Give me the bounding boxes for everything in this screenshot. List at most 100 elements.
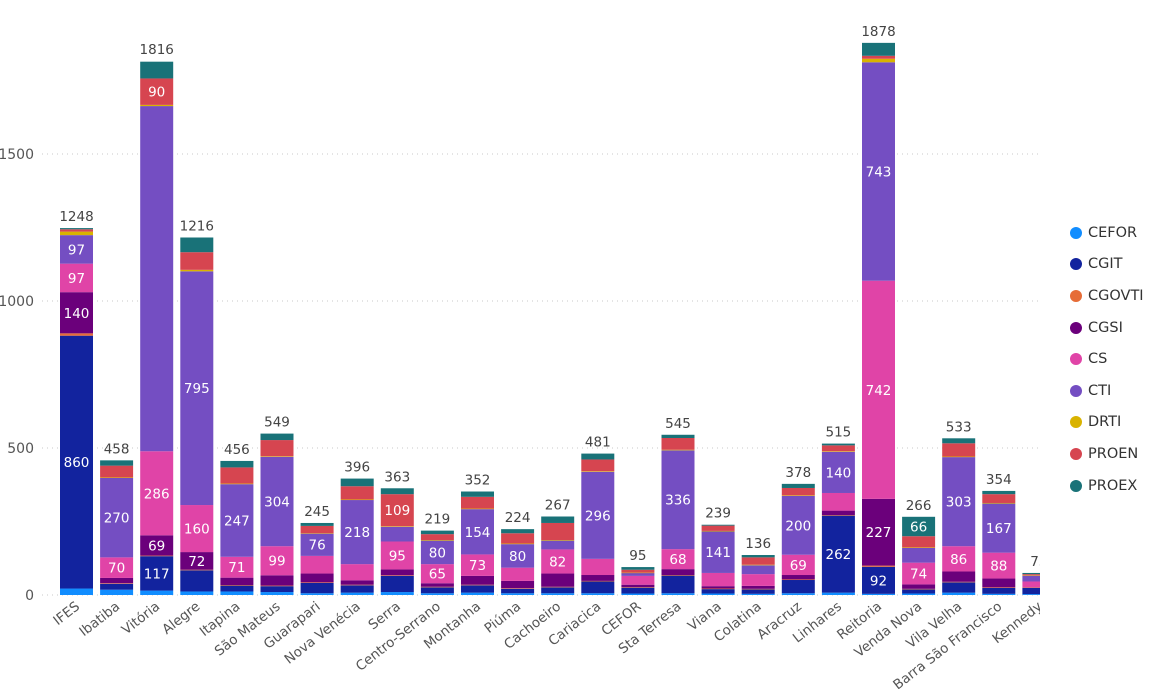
bar-segment-cefor[interactable] [300,593,334,595]
bar-segment-proen[interactable] [420,534,454,541]
bar-segment-cgit[interactable] [220,585,254,592]
bar-segment-cgovti[interactable] [902,588,936,590]
bar-segment-cti[interactable] [140,106,174,452]
bar-segment-cti[interactable] [741,565,775,575]
bar-segment-drti[interactable] [220,483,254,485]
bar-segment-proex[interactable] [701,524,735,526]
bar-segment-proen[interactable] [220,467,254,484]
bar-segment-cti[interactable] [821,451,855,493]
bar-segment-proex[interactable] [781,483,815,488]
bar-segment-drti[interactable] [541,540,575,541]
bar-segment-cti[interactable] [180,271,214,506]
bar-segment-cgovti[interactable] [1022,587,1040,588]
bar-segment-cs[interactable] [541,549,575,574]
bar-segment-cefor[interactable] [942,592,976,595]
bar-segment-cs[interactable] [741,574,775,586]
bar-segment-cgit[interactable] [380,575,414,593]
bar-segment-proex[interactable] [340,478,374,487]
bar-segment-cgsi[interactable] [821,510,855,516]
bar-segment-proex[interactable] [300,522,334,526]
bar-segment-cti[interactable] [701,531,735,573]
bar-segment-drti[interactable] [60,231,93,236]
bar-segment-proex[interactable] [60,228,93,230]
bar-segment-cgsi[interactable] [340,580,374,585]
bar-segment-cefor[interactable] [1022,594,1040,595]
bar-segment-drti[interactable] [140,104,174,107]
bar-segment-proex[interactable] [741,555,775,558]
bar-segment-cefor[interactable] [420,593,454,595]
bar-segment-cti[interactable] [420,540,454,565]
bar-segment-drti[interactable] [902,547,936,548]
bar-segment-cgsi[interactable] [60,292,93,334]
bar-segment-drti[interactable] [701,530,735,532]
bar-segment-drti[interactable] [260,456,294,457]
bar-segment-cgit[interactable] [741,589,775,594]
bar-segment-cgovti[interactable] [60,333,93,336]
bar-segment-proen[interactable] [982,494,1016,503]
bar-segment-cti[interactable] [260,456,294,547]
bar-segment-drti[interactable] [821,451,855,452]
bar-segment-drti[interactable] [380,526,414,527]
bar-segment-proex[interactable] [1022,572,1040,575]
bar-segment-cti[interactable] [1022,575,1040,582]
bar-segment-cti[interactable] [661,450,695,550]
bar-segment-cgit[interactable] [821,515,855,593]
bar-segment-cgit[interactable] [100,583,134,590]
bar-segment-cefor[interactable] [380,592,414,595]
bar-segment-cefor[interactable] [501,593,535,595]
bar-segment-cefor[interactable] [541,593,575,595]
bar-segment-cs[interactable] [180,505,214,553]
bar-segment-cti[interactable] [621,572,655,576]
bar-segment-proen[interactable] [781,487,815,496]
legend-item-proex[interactable]: PROEX [1070,470,1144,502]
bar-segment-cs[interactable] [821,492,855,511]
bar-segment-cgsi[interactable] [581,575,615,581]
bar-segment-proen[interactable] [60,229,93,232]
bar-segment-proex[interactable] [821,443,855,446]
bar-segment-cgsi[interactable] [902,584,936,589]
bar-segment-cgsi[interactable] [781,575,815,580]
bar-segment-cs[interactable] [581,558,615,576]
bar-segment-proex[interactable] [902,516,936,537]
bar-segment-proen[interactable] [661,438,695,450]
bar-segment-proex[interactable] [380,488,414,495]
bar-segment-cs[interactable] [60,263,93,293]
legend-item-cgit[interactable]: CGIT [1070,249,1144,281]
bar-segment-cgsi[interactable] [661,569,695,576]
bar-segment-proex[interactable] [220,460,254,468]
bar-segment-cgsi[interactable] [461,575,494,585]
bar-segment-cgit[interactable] [501,588,535,594]
bar-segment-drti[interactable] [621,572,655,574]
bar-segment-proex[interactable] [862,42,895,56]
bar-segment-proex[interactable] [100,460,134,466]
bar-segment-cs[interactable] [781,554,815,576]
bar-segment-cgit[interactable] [942,582,976,593]
bar-segment-cti[interactable] [220,484,254,557]
bar-segment-cgovti[interactable] [942,581,976,583]
bar-segment-cefor[interactable] [340,592,374,595]
bar-segment-cgit[interactable] [581,581,615,594]
bar-segment-proen[interactable] [902,536,936,548]
bar-segment-proen[interactable] [300,525,334,534]
bar-segment-drti[interactable] [581,471,615,472]
bar-segment-proen[interactable] [862,55,895,59]
bar-segment-cgovti[interactable] [821,515,855,516]
bar-segment-cgit[interactable] [701,589,735,594]
bar-segment-cgovti[interactable] [420,586,454,588]
bar-segment-cgit[interactable] [300,582,334,594]
bar-segment-cs[interactable] [100,557,134,578]
bar-segment-cefor[interactable] [581,593,615,595]
bar-segment-cgsi[interactable] [982,578,1016,588]
bar-segment-proex[interactable] [180,237,214,253]
bar-segment-drti[interactable] [862,58,895,63]
bar-segment-cgsi[interactable] [380,569,414,576]
bar-segment-cs[interactable] [621,575,655,585]
bar-segment-proen[interactable] [380,494,414,527]
bar-segment-cs[interactable] [1022,581,1040,588]
bar-segment-proen[interactable] [942,443,976,457]
legend-item-cgsi[interactable]: CGSI [1070,312,1144,344]
bar-segment-cti[interactable] [300,533,334,556]
bar-segment-cgovti[interactable] [982,587,1016,588]
bar-segment-cgit[interactable] [461,585,494,593]
bar-segment-cefor[interactable] [60,588,93,595]
